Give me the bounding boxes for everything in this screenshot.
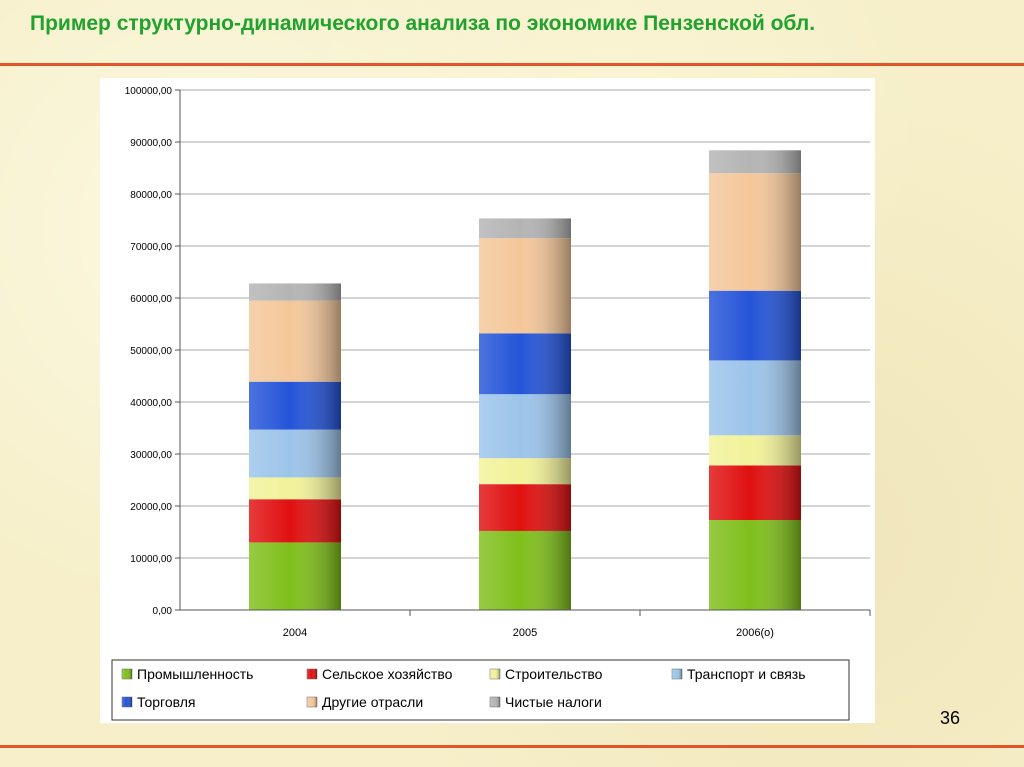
bar-segment-shade <box>479 333 571 395</box>
legend-label: Чистые налоги <box>505 694 602 710</box>
stacked-bar-chart: 0,00 10000,00 20000,00 30000,00 40000,00 5000… <box>111 86 871 721</box>
bar-segment-shade <box>709 520 801 610</box>
bar-segment-shade <box>249 381 341 430</box>
legend-swatch-shade <box>672 669 682 679</box>
x-category-label: 2005 <box>513 627 537 639</box>
legend-label: Строительство <box>505 666 603 682</box>
legend-swatch-shade <box>490 697 500 707</box>
bar-segment-shade <box>479 394 571 459</box>
y-tick-label: 0,00 <box>153 606 173 617</box>
bar-segment-shade <box>709 150 801 174</box>
x-category-label: 2006(о) <box>736 627 774 639</box>
legend-swatch-shade <box>122 669 132 679</box>
bar-segment-shade <box>249 542 341 610</box>
legend-label: Транспорт и связь <box>687 666 806 682</box>
bar-segment-shade <box>709 290 801 361</box>
y-tick-label: 60000,00 <box>130 294 172 305</box>
y-tick-label: 70000,00 <box>130 242 172 253</box>
legend-swatch-shade <box>122 697 132 707</box>
bar-segment-shade <box>709 360 801 436</box>
y-tick-label: 100000,00 <box>125 86 173 97</box>
legend-swatch-shade <box>307 697 317 707</box>
bar-segment-shade <box>479 484 571 531</box>
bar-segment-shade <box>249 429 341 478</box>
bottom-divider <box>0 745 1024 748</box>
bar-segment-shade <box>249 499 341 543</box>
bar-segment-shade <box>709 435 801 466</box>
y-tick-label: 90000,00 <box>130 138 172 149</box>
y-tick-label: 20000,00 <box>130 502 172 513</box>
y-tick-label: 10000,00 <box>130 554 172 565</box>
bar-segment-shade <box>249 477 341 500</box>
bar-segment-shade <box>479 458 571 485</box>
bar-segment-shade <box>479 238 571 334</box>
legend-label: Другие отрасли <box>322 694 423 710</box>
bar-segment-shade <box>479 530 571 610</box>
bar-segment-shade <box>479 218 571 239</box>
x-category-label: 2004 <box>283 627 307 639</box>
y-tick-label: 30000,00 <box>130 450 172 461</box>
legend-label: Промышленность <box>137 666 253 682</box>
y-tick-label: 40000,00 <box>130 398 172 409</box>
legend-swatch-shade <box>307 669 317 679</box>
legend-box <box>111 659 850 721</box>
slide-title: Пример структурно-динамического анализа … <box>30 12 816 35</box>
bar-segment-shade <box>709 465 801 521</box>
bar-segment-shade <box>249 283 341 301</box>
legend-label: Торговля <box>137 694 195 710</box>
bar-segment-shade <box>249 300 341 382</box>
top-divider <box>0 63 1024 66</box>
y-tick-label: 50000,00 <box>130 346 172 357</box>
chart-panel: 0,00 10000,00 20000,00 30000,00 40000,00 5000… <box>100 78 875 723</box>
page-number: 36 <box>940 708 961 728</box>
y-tick-label: 80000,00 <box>130 190 172 201</box>
legend-label: Сельское хозяйство <box>322 666 453 682</box>
bar-segment-shade <box>709 173 801 291</box>
legend-swatch-shade <box>490 669 500 679</box>
